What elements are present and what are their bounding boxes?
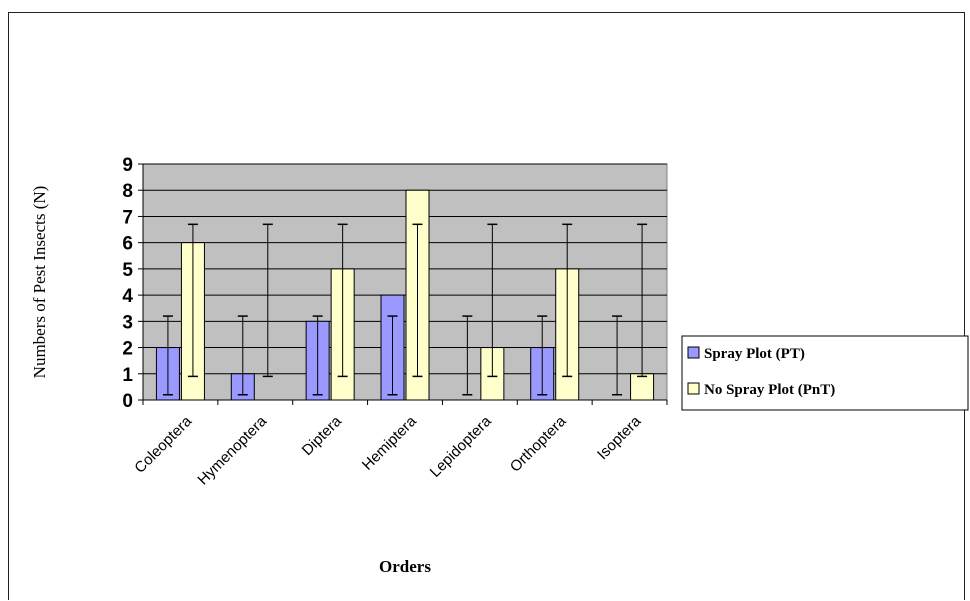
y-tick-label: 7	[122, 207, 133, 228]
y-tick-label: 2	[122, 339, 133, 360]
y-axis-title: Numbers of Pest Insects (N)	[30, 186, 49, 379]
x-tick-label: Coleoptera	[131, 412, 195, 476]
legend-swatch	[687, 382, 700, 395]
y-tick-label: 8	[122, 181, 133, 202]
bar	[630, 373, 655, 401]
x-tick-label: Orthoptera	[507, 412, 570, 475]
y-tick-label: 6	[122, 234, 133, 255]
x-tick-label: Hemiptera	[359, 412, 420, 473]
legend-label: Spray Plot (PT)	[704, 346, 805, 362]
y-tick-label: 9	[122, 155, 133, 176]
x-tick-label: Hymenoptera	[194, 412, 270, 488]
y-tick-label: 5	[122, 260, 133, 281]
y-tick-label: 4	[122, 286, 133, 307]
plot-area	[142, 163, 668, 401]
x-tick-label: Diptera	[299, 412, 346, 459]
x-tick-label: Isoptera	[594, 412, 645, 463]
legend-swatch	[687, 346, 700, 359]
legend-label: No Spray Plot (PnT)	[704, 382, 835, 398]
x-tick-label: Lepidoptera	[427, 412, 496, 481]
legend-box	[681, 335, 969, 411]
y-tick-label: 0	[122, 391, 133, 412]
x-axis-title: Orders	[379, 557, 431, 576]
y-tick-label: 3	[122, 312, 133, 333]
y-tick-label: 1	[122, 365, 133, 386]
